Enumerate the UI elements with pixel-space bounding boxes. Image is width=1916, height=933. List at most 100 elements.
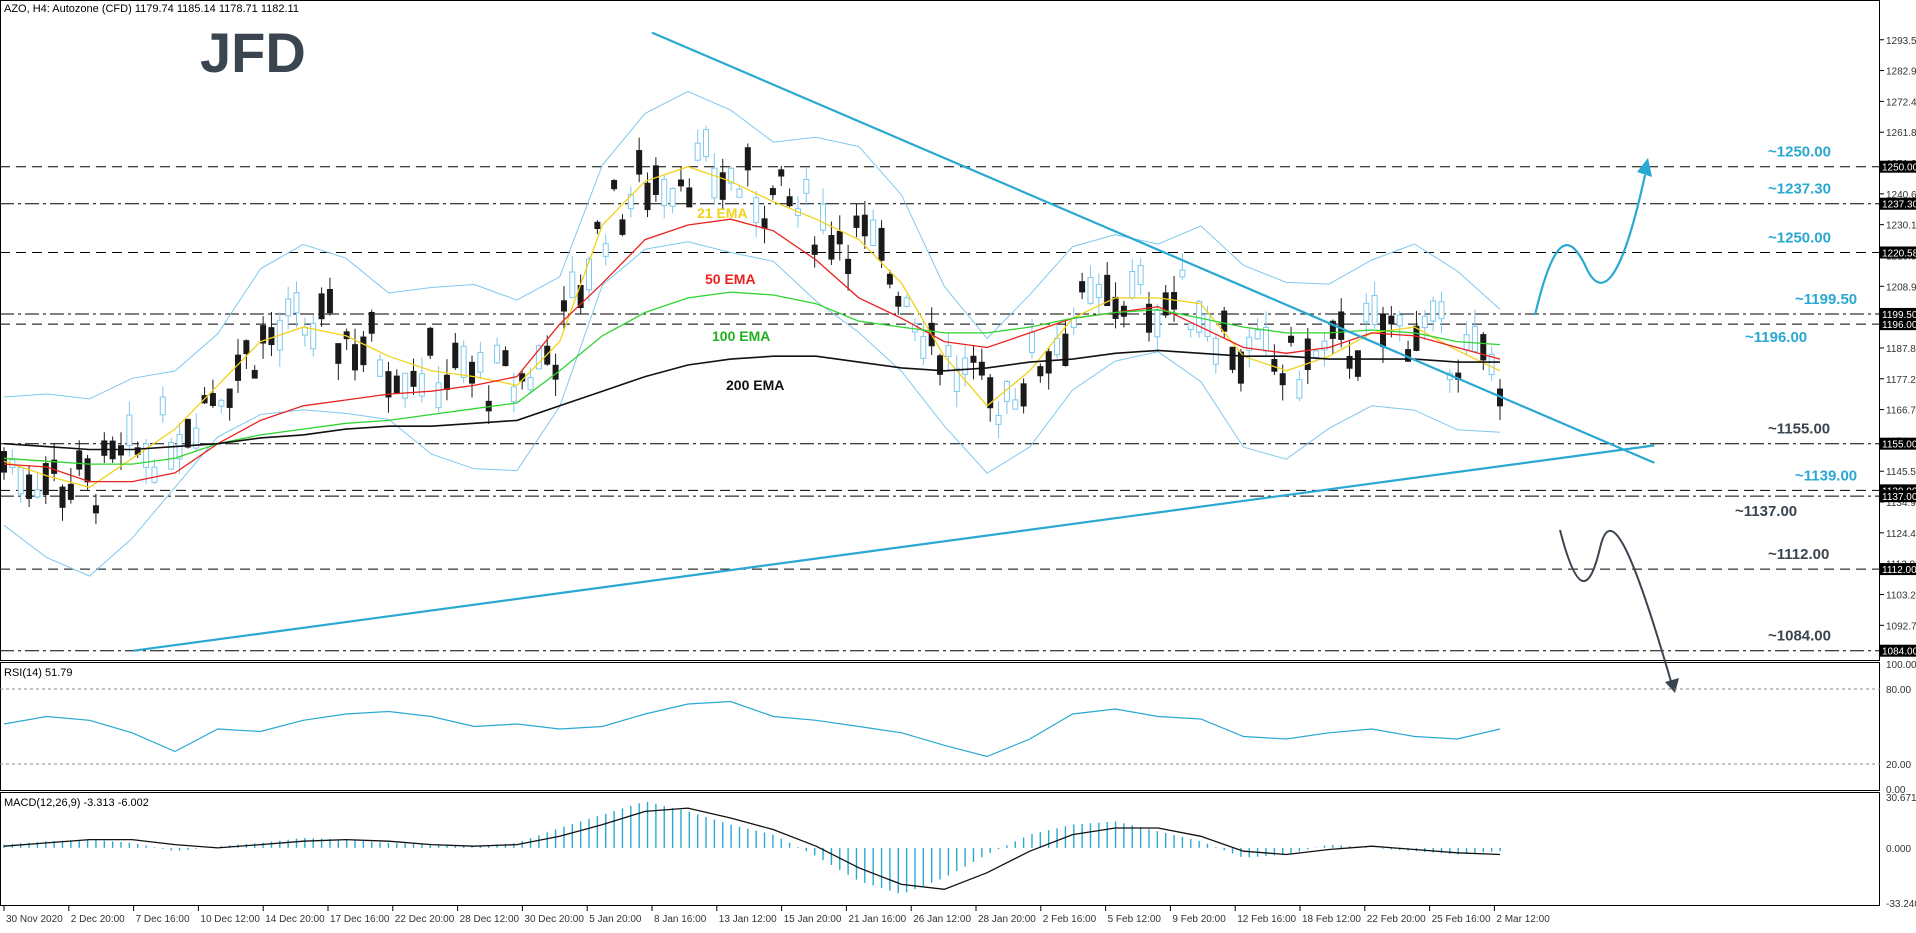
candle-body	[235, 354, 242, 381]
candle-body	[661, 178, 668, 207]
candle-body	[1246, 336, 1253, 351]
candle-body	[1413, 325, 1420, 351]
candle-body	[962, 357, 969, 375]
candle-body	[736, 188, 743, 198]
macd-indicator: 30.671 0.000 -33.240	[3, 793, 1916, 910]
candle-body	[535, 345, 542, 370]
candle-body	[469, 361, 476, 384]
candle-body	[1271, 359, 1278, 372]
candle-body	[510, 386, 517, 403]
rsi-indicator: 100.00 80.00 20.00 0.00	[0, 660, 1916, 796]
candle-body	[1145, 303, 1152, 333]
candle-body	[836, 230, 843, 245]
time-tick-label: 26 Jan 12:00	[913, 914, 971, 925]
level-price-box	[1880, 197, 1916, 210]
time-tick-label: 13 Jan 12:00	[719, 914, 777, 925]
candle-body	[886, 273, 893, 285]
level-price-box-text: 1250.00	[1882, 163, 1916, 174]
candle-body	[828, 235, 835, 260]
time-tick-label: 5 Feb 12:00	[1108, 914, 1162, 925]
price-tick-label: 1272.40	[1886, 97, 1916, 108]
logo-text: JFD	[200, 21, 306, 84]
level-price-box-text: 1084.00	[1882, 647, 1916, 658]
candle-body	[870, 219, 877, 246]
candle-body	[452, 342, 459, 369]
level-label: ~1237.30	[1768, 181, 1831, 198]
price-tick-label: 1166.70	[1886, 406, 1916, 417]
candle-body	[310, 322, 317, 350]
candle-body	[301, 326, 308, 336]
candle-body	[34, 489, 41, 498]
candle-body	[360, 336, 367, 366]
candle-body	[1254, 329, 1261, 340]
time-tick-label: 2 Mar 12:00	[1496, 914, 1550, 925]
level-label: ~1250.00	[1768, 144, 1831, 161]
ema50-label: 50 EMA	[705, 271, 756, 287]
candle-body	[677, 179, 684, 187]
candle-body	[719, 172, 726, 200]
candle-body	[1421, 315, 1428, 329]
candle-body	[402, 372, 409, 399]
ema-line-3	[3, 349, 1500, 451]
candle-body	[1020, 383, 1027, 407]
time-tick-label: 30 Dec 20:00	[524, 914, 584, 925]
candle-body	[903, 297, 910, 307]
candle-body	[193, 427, 200, 449]
level-label: ~1155.00	[1768, 421, 1830, 438]
candle-body	[1438, 301, 1445, 320]
level-price-box-text: 1220.58	[1882, 248, 1916, 259]
candle-body	[945, 345, 952, 357]
candle-body	[393, 375, 400, 394]
candle-body	[226, 388, 233, 408]
ema100-label: 100 EMA	[712, 328, 770, 344]
candle-body	[1388, 315, 1395, 325]
time-tick-label: 28 Jan 20:00	[978, 914, 1036, 925]
candle-body	[352, 344, 359, 371]
candle-body	[845, 258, 852, 274]
rsi-line	[3, 700, 1501, 758]
time-tick-label: 22 Feb 20:00	[1367, 914, 1426, 925]
candle-body	[268, 327, 275, 346]
candle-body	[627, 194, 634, 210]
candle-body	[243, 340, 250, 355]
time-tick-label: 2 Feb 16:00	[1043, 914, 1097, 925]
candle-body	[377, 359, 384, 377]
level-label: ~1084.00	[1768, 628, 1831, 645]
bearish-scenario-path	[1559, 529, 1673, 686]
candle-body	[1279, 373, 1286, 386]
candle-body	[769, 188, 776, 196]
candle-body	[861, 214, 868, 237]
candle-body	[326, 289, 333, 314]
candle-body	[1137, 264, 1144, 286]
macd-tick-label: -33.240	[1886, 899, 1916, 910]
candle-body	[293, 292, 300, 314]
ema-line-1	[3, 218, 1501, 483]
symbol-header: AZO, H4: Autozone (CFD) 1179.74 1185.14 …	[4, 3, 299, 15]
candle-body	[251, 369, 258, 379]
ema21-label: 21 EMA	[697, 205, 748, 221]
candle-body	[636, 150, 643, 175]
level-price-box	[1880, 246, 1916, 259]
price-tick-label: 1134.99	[1886, 498, 1916, 509]
bollinger-bands	[3, 91, 1501, 577]
macd-tick-label: 30.671	[1886, 793, 1916, 804]
bullish-scenario-path	[1533, 174, 1647, 316]
candle-body	[17, 467, 24, 495]
level-price-box	[1880, 490, 1916, 503]
candle-body	[1129, 270, 1136, 299]
candle-body	[1430, 300, 1437, 322]
candle-body	[1488, 353, 1495, 376]
candle-body	[26, 474, 33, 499]
level-price-box	[1880, 318, 1916, 331]
candle-body	[970, 355, 977, 363]
candle-body	[67, 483, 74, 500]
candle-body	[1288, 335, 1295, 343]
candle-body	[1028, 331, 1035, 354]
candle-body	[1112, 296, 1119, 319]
jfd-logo: JFD	[200, 21, 306, 84]
trendline	[133, 444, 1655, 652]
candle-body	[878, 227, 885, 261]
candle-body	[260, 325, 267, 344]
time-tick-label: 30 Nov 2020	[6, 914, 63, 925]
